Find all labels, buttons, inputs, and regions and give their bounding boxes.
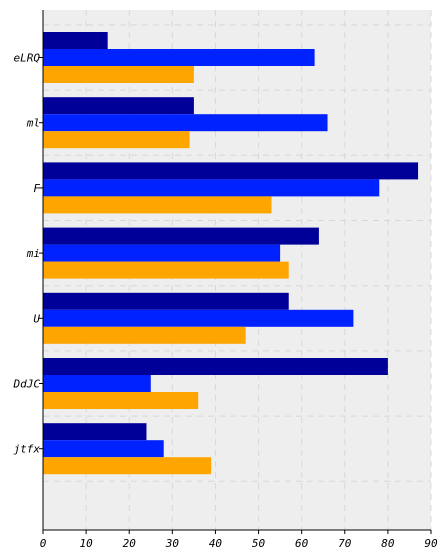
x-axis: 0 10 20 30 40 50 60 70 80 90	[40, 530, 438, 550]
x-tick-label: 10	[79, 537, 93, 550]
bar-jtfx-series-3	[43, 457, 212, 475]
bar-mi-series-3	[43, 261, 289, 279]
bar-mi-series-2	[43, 244, 281, 262]
x-tick-label: 50	[252, 537, 266, 550]
y-tick-label: ml	[26, 117, 40, 130]
x-tick-label: 40	[209, 537, 223, 550]
bar-eLRQ-series-2	[43, 49, 315, 66]
bar-U-series-2	[43, 309, 354, 327]
bar-F-series-2	[43, 179, 380, 197]
x-tick-label: 90	[424, 537, 438, 550]
bar-jtfx-series-1	[43, 423, 147, 441]
bar-eLRQ-series-1	[43, 32, 108, 49]
x-tick-label: 20	[123, 537, 137, 550]
x-tick-label: 70	[338, 537, 352, 550]
x-tick-label: 60	[295, 537, 309, 550]
bar-F-series-1	[43, 162, 419, 180]
bars	[43, 32, 419, 475]
bar-U-series-1	[43, 292, 289, 310]
bar-eLRQ-series-3	[43, 66, 194, 83]
y-tick-label: jtfx	[14, 443, 41, 456]
x-tick-label: 30	[165, 537, 180, 550]
x-tick-label: 0	[40, 537, 47, 550]
y-tick-label: F	[33, 182, 40, 195]
bar-DdJC-series-3	[43, 392, 199, 409]
y-tick-label: mi	[26, 247, 40, 260]
bar-ml-series-1	[43, 97, 194, 115]
y-axis: eLRQ ml Fmi U DdJC jtfx	[13, 52, 43, 456]
y-tick-label: eLRQ	[14, 52, 41, 65]
bar-DdJC-series-1	[43, 358, 388, 375]
bar-ml-series-2	[43, 114, 328, 132]
bar-DdJC-series-2	[43, 375, 151, 392]
y-tick-label: U	[33, 312, 40, 325]
bar-mi-series-1	[43, 227, 319, 245]
bar-ml-series-3	[43, 131, 190, 149]
bar-U-series-3	[43, 326, 246, 344]
x-tick-label: 80	[381, 537, 395, 550]
bar-jtfx-series-2	[43, 440, 164, 458]
bar-F-series-3	[43, 196, 272, 214]
y-tick-label: DdJC	[13, 378, 41, 391]
